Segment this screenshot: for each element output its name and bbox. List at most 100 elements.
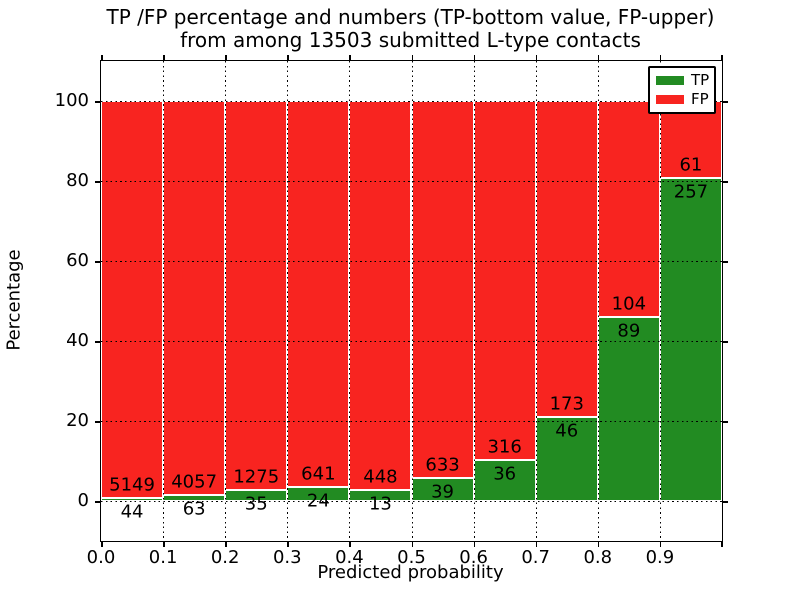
x-tick-label: 0.8 — [583, 547, 613, 568]
bar-fp-segment — [473, 101, 536, 461]
vertical-gridline — [163, 61, 165, 541]
x-tick-mark-top — [101, 55, 103, 60]
x-tick-mark-top — [721, 55, 723, 60]
fp-legend-label: FP — [691, 90, 709, 109]
y-tick-label: 0 — [77, 490, 89, 511]
x-tick-label: 0.5 — [397, 547, 426, 568]
tp-legend-swatch — [656, 75, 684, 85]
bar-tp-segment — [535, 416, 598, 501]
fp-count-label: 4057 — [171, 471, 218, 493]
legend-row-fp: FP — [656, 90, 709, 109]
bar-fp-segment — [597, 101, 660, 317]
x-tick-label: 0.2 — [210, 547, 240, 568]
x-tick-mark-bottom — [473, 542, 476, 547]
y-tick-mark-right — [723, 341, 728, 343]
y-tick-label: 20 — [66, 410, 89, 431]
x-tick-mark-bottom — [349, 542, 351, 547]
tp-count-label: 35 — [244, 493, 268, 515]
y-tick-label: 80 — [66, 170, 89, 191]
x-tick-mark-bottom — [225, 542, 227, 547]
bar-fp-segment — [535, 101, 598, 417]
vertical-gridline — [411, 61, 413, 541]
x-tick-mark-top — [349, 55, 351, 60]
y-tick-mark-left — [95, 261, 100, 263]
chart-title: TP /FP percentage and numbers (TP-bottom… — [100, 6, 721, 52]
x-tick-mark-bottom — [411, 542, 413, 547]
x-tick-mark-bottom — [659, 542, 662, 547]
x-tick-mark-bottom — [535, 542, 538, 547]
chart-title-line1: TP /FP percentage and numbers (TP-bottom… — [106, 5, 715, 29]
y-tick-mark-left — [95, 181, 100, 183]
vertical-gridline — [535, 61, 537, 541]
y-tick-mark-left — [95, 421, 100, 423]
x-tick-mark-top — [163, 55, 165, 60]
y-tick-mark-left — [95, 501, 100, 503]
x-tick-mark-bottom — [163, 542, 165, 547]
tp-legend-label: TP — [691, 70, 710, 89]
x-axis-label: Predicted probability — [317, 562, 504, 583]
bar-fp-segment — [349, 101, 412, 490]
y-tick-label: 100 — [54, 90, 89, 111]
horizontal-gridline — [101, 261, 722, 262]
legend-row-tp: TP — [656, 70, 710, 89]
vertical-gridline — [349, 61, 351, 541]
horizontal-gridline — [101, 421, 722, 422]
bar-tp-segment — [101, 497, 164, 501]
x-tick-mark-top — [535, 55, 538, 60]
tp-count-label: 24 — [306, 490, 330, 512]
bar-tp-segment — [659, 177, 722, 501]
x-tick-label: 0.4 — [335, 547, 364, 568]
x-tick-label: 0.3 — [272, 547, 302, 568]
fp-count-label: 61 — [679, 154, 703, 176]
x-tick-label: 0.1 — [148, 547, 178, 568]
x-tick-mark-bottom — [287, 542, 289, 547]
y-tick-mark-right — [723, 181, 728, 183]
legend: TP FP — [648, 66, 716, 114]
tp-count-label: 13 — [368, 493, 392, 515]
vertical-gridline — [659, 61, 661, 541]
x-tick-mark-top — [287, 55, 289, 60]
x-tick-mark-bottom — [597, 542, 600, 547]
fp-count-label: 173 — [549, 393, 584, 415]
y-tick-label: 60 — [66, 250, 89, 271]
x-tick-label: 0.0 — [86, 547, 116, 568]
bar-fp-segment — [101, 101, 164, 498]
x-tick-mark-top — [659, 55, 662, 60]
y-tick-mark-right — [723, 501, 728, 503]
y-tick-mark-left — [95, 341, 100, 343]
x-tick-mark-bottom — [101, 542, 103, 547]
y-tick-mark-right — [723, 261, 728, 263]
x-tick-mark-bottom — [721, 542, 723, 547]
horizontal-gridline — [101, 101, 722, 102]
x-tick-label: 0.9 — [645, 547, 675, 568]
vertical-gridline — [473, 61, 475, 541]
fp-count-label: 641 — [301, 463, 336, 485]
x-tick-mark-top — [597, 55, 600, 60]
bar-fp-segment — [411, 101, 474, 478]
horizontal-gridline — [101, 501, 722, 502]
tp-count-label: 46 — [555, 420, 579, 442]
x-tick-mark-top — [473, 55, 476, 60]
tp-count-label: 44 — [120, 501, 144, 523]
x-tick-label: 0.6 — [459, 547, 488, 568]
fp-count-label: 316 — [487, 436, 522, 458]
bar-tp-segment — [597, 316, 660, 501]
x-tick-mark-top — [411, 55, 413, 60]
vertical-gridline — [287, 61, 289, 541]
horizontal-gridline — [101, 341, 722, 342]
fp-count-label: 1275 — [233, 466, 280, 488]
bar-fp-segment — [287, 101, 350, 487]
vertical-gridline — [597, 61, 599, 541]
fp-count-label: 104 — [611, 293, 647, 315]
y-tick-mark-left — [95, 101, 100, 103]
y-tick-mark-right — [723, 101, 728, 103]
tp-count-label: 257 — [673, 181, 709, 203]
tp-count-label: 63 — [182, 498, 206, 520]
x-tick-mark-top — [225, 55, 227, 60]
plot-area: TP FP 5149 44 4057 63 1275 35 641 24 448 13 633 39 3… — [55, 55, 728, 568]
horizontal-gridline — [101, 181, 722, 182]
y-tick-label: 40 — [66, 330, 89, 351]
tp-count-label: 36 — [493, 463, 517, 485]
vertical-gridline — [225, 61, 227, 541]
